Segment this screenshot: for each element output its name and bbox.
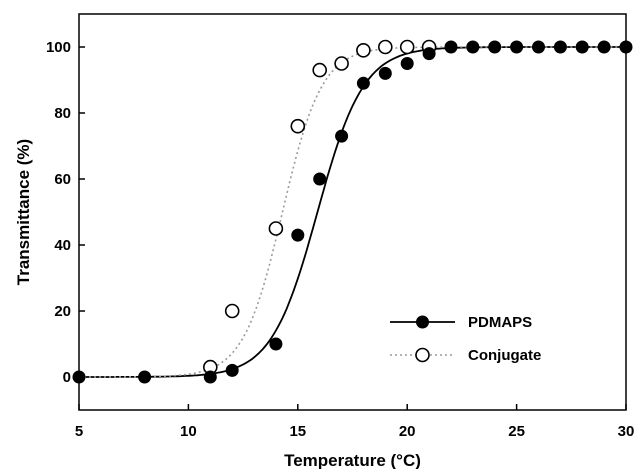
pdmaps-point [466,40,480,54]
legend-marker-pdmaps [416,315,429,329]
y-tick-label-40: 40 [54,237,71,254]
legend: PDMAPS Conjugate [390,314,541,364]
pdmaps-point [225,363,239,377]
pdmaps-point [597,40,611,54]
legend-label-pdmaps: PDMAPS [468,314,532,331]
pdmaps-point [203,370,217,384]
pdmaps-point [553,40,567,54]
pdmaps-point [335,129,349,143]
pdmaps-point [269,337,283,351]
pdmaps-point [444,40,458,54]
fit-curves [79,46,626,378]
conjugate-point [312,62,328,78]
pdmaps-point [291,228,305,242]
plot-frame [78,13,627,411]
x-axis-title: Temperature (°C) [284,451,421,469]
fit-curve-conjugate [79,46,626,378]
pdmaps-point [422,47,436,61]
axis-ticks: 5 10 15 20 25 30 0 20 40 60 80 100 [46,39,634,440]
conjugate-point [268,221,284,236]
conjugate-point [377,39,393,55]
pdmaps-point [510,40,524,54]
pdmaps-point [488,40,502,54]
y-tick-label-60: 60 [54,171,71,188]
conjugate-point [334,56,349,71]
y-axis-title: Transmittance (%) [14,139,33,285]
y-tick-label-80: 80 [54,105,71,122]
data-points [72,39,633,384]
x-tick-label-5: 5 [75,423,83,440]
x-tick-label-15: 15 [289,423,306,440]
fit-curve-pdmaps [79,46,626,378]
pdmaps-point [400,57,414,70]
pdmaps-point [378,66,392,80]
legend-marker-conjugate [415,347,430,363]
x-tick-label-25: 25 [508,423,525,440]
pdmaps-point [532,40,545,54]
x-tick-label-20: 20 [399,423,416,440]
conjugate-point [399,39,415,55]
pdmaps-point [575,40,589,54]
pdmaps-point [619,40,633,54]
pdmaps-point [356,76,370,90]
y-tick-label-20: 20 [54,303,71,320]
pdmaps-point [313,172,327,186]
conjugate-point [224,303,240,319]
x-tick-label-30: 30 [618,423,635,440]
pdmaps-point [138,370,152,384]
conjugate-point [290,118,306,134]
y-tick-label-0: 0 [63,369,71,386]
legend-label-conjugate: Conjugate [468,347,541,364]
pdmaps-point [72,370,86,384]
x-tick-label-10: 10 [180,423,197,440]
conjugate-point [356,42,371,58]
y-tick-label-100: 100 [46,39,71,56]
